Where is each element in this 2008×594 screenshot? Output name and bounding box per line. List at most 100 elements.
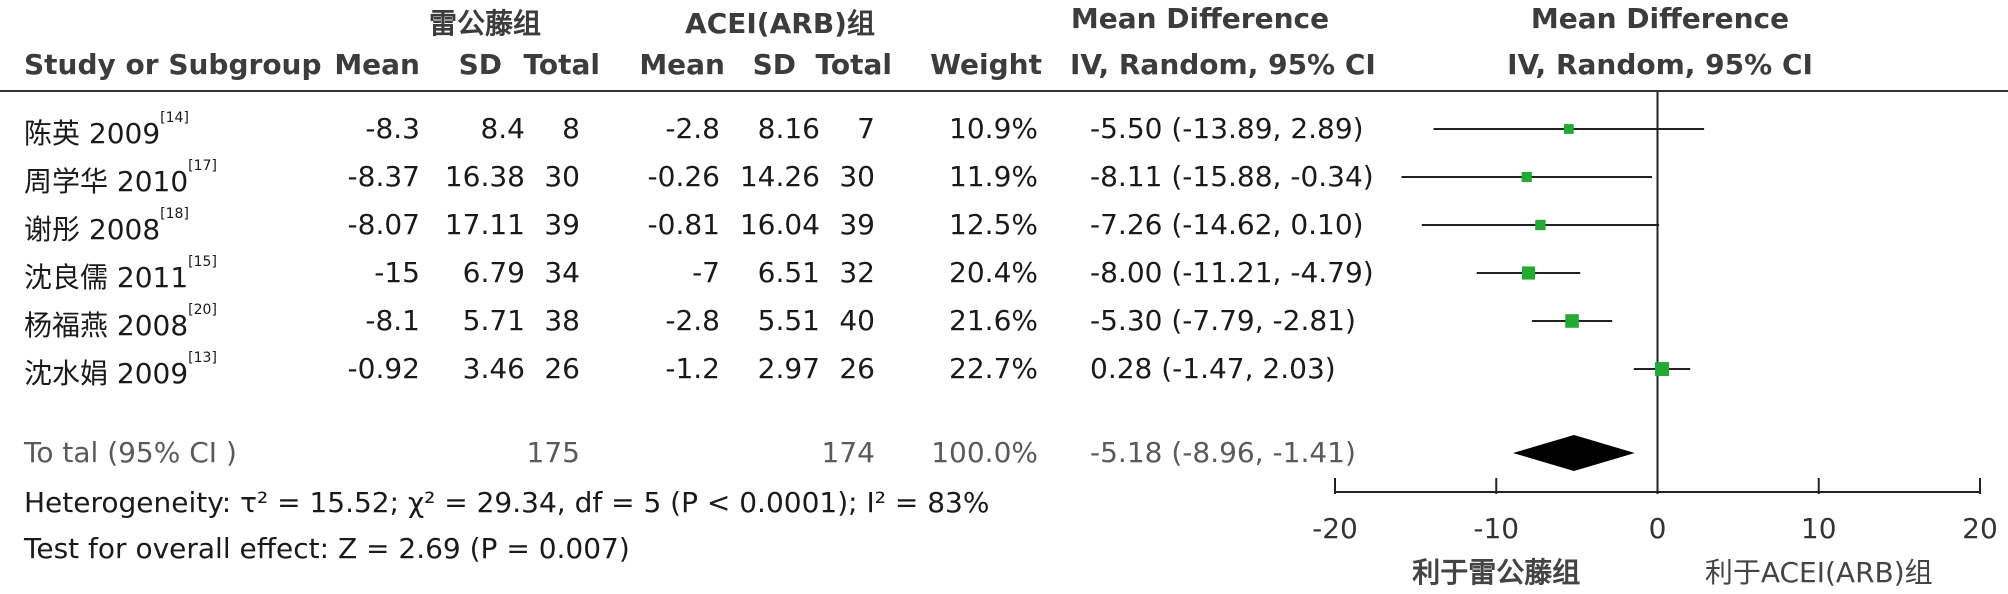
- study-name: 沈良儒 2011[15]: [24, 254, 217, 296]
- x-tick-label: 10: [1801, 512, 1837, 545]
- study-mean2: -0.26: [647, 160, 720, 193]
- weight-col-header: Weight: [930, 48, 1042, 81]
- plot-header-title: Mean Difference: [1530, 2, 1790, 35]
- favours-right-label: 利于ACEI(ARB)组: [1705, 556, 1933, 589]
- study-total2: 7: [857, 112, 875, 145]
- study-reference: [15]: [188, 254, 217, 270]
- study-name: 杨福燕 2008[20]: [24, 302, 217, 344]
- study-mean1: -8.1: [365, 304, 420, 337]
- study-reference: [20]: [188, 302, 217, 318]
- study-ci-text: -5.50 (-13.89, 2.89): [1090, 112, 1364, 145]
- study-reference: [14]: [160, 110, 189, 126]
- study-sd1: 17.11: [444, 208, 525, 241]
- header-rule: [0, 90, 2008, 92]
- total-weight: 100.0%: [931, 436, 1038, 469]
- study-mean1: -8.3: [365, 112, 420, 145]
- effect-marker: [1521, 266, 1536, 280]
- overall-effect-text: Test for overall effect: Z = 2.69 (P = 0…: [24, 532, 630, 565]
- study-sd1: 16.38: [444, 160, 525, 193]
- pooled-diamond: [1513, 435, 1635, 471]
- study-total1: 39: [544, 208, 580, 241]
- sd1-col-header: SD: [458, 48, 502, 81]
- study-mean2: -2.8: [665, 304, 720, 337]
- study-sd2: 8.16: [757, 112, 820, 145]
- md-header-title: Mean Difference: [1070, 2, 1330, 35]
- study-weight: 20.4%: [949, 256, 1038, 289]
- study-reference: [17]: [188, 158, 217, 174]
- study-mean1: -8.37: [347, 160, 420, 193]
- study-weight: 12.5%: [949, 208, 1038, 241]
- study-weight: 11.9%: [949, 160, 1038, 193]
- study-ci-text: -7.26 (-14.62, 0.10): [1090, 208, 1364, 241]
- mean1-col-header: Mean: [334, 48, 420, 81]
- study-total1: 34: [544, 256, 580, 289]
- study-name-text: 谢彤 2008: [24, 213, 161, 246]
- effect-marker: [1521, 171, 1532, 183]
- study-sd2: 14.26: [739, 160, 820, 193]
- study-name: 谢彤 2008[18]: [24, 206, 189, 248]
- study-total2: 32: [839, 256, 875, 289]
- study-sd1: 5.71: [462, 304, 525, 337]
- study-ci-text: -5.30 (-7.79, -2.81): [1090, 304, 1356, 337]
- study-total1: 30: [544, 160, 580, 193]
- study-weight: 21.6%: [949, 304, 1038, 337]
- sd2-col-header: SD: [752, 48, 796, 81]
- study-mean2: -1.2: [665, 352, 720, 385]
- x-tick-label: 0: [1649, 512, 1667, 545]
- study-name-text: 沈良儒 2011: [24, 261, 189, 294]
- study-total1: 38: [544, 304, 580, 337]
- total1-col-header: Total: [523, 48, 601, 81]
- study-sd2: 5.51: [757, 304, 820, 337]
- study-weight: 22.7%: [949, 352, 1038, 385]
- study-sd1: 3.46: [462, 352, 525, 385]
- study-mean2: -0.81: [647, 208, 720, 241]
- study-name-text: 杨福燕 2008: [24, 309, 189, 342]
- plot-col-header: IV, Random, 95% CI: [1507, 48, 1813, 81]
- effect-marker: [1655, 362, 1669, 376]
- x-tick-label: 20: [1962, 512, 1998, 545]
- study-ci-text: 0.28 (-1.47, 2.03): [1090, 352, 1336, 385]
- study-name: 周学华 2010[17]: [24, 158, 217, 200]
- study-reference: [13]: [188, 350, 217, 366]
- study-sd2: 2.97: [757, 352, 820, 385]
- study-total2: 39: [839, 208, 875, 241]
- effect-marker: [1563, 124, 1574, 134]
- study-mean1: -15: [374, 256, 420, 289]
- x-tick-label: -20: [1312, 512, 1358, 545]
- study-name-text: 沈水娟 2009: [24, 357, 189, 390]
- group2-header: ACEI(ARB)组: [685, 7, 875, 40]
- favours-left-label: 利于雷公藤组: [1412, 556, 1580, 589]
- study-name-text: 周学华 2010: [24, 165, 189, 198]
- study-total2: 30: [839, 160, 875, 193]
- study-ci-text: -8.11 (-15.88, -0.34): [1090, 160, 1374, 193]
- mean2-col-header: Mean: [639, 48, 725, 81]
- study-mean2: -2.8: [665, 112, 720, 145]
- study-sd2: 6.51: [757, 256, 820, 289]
- study-sd1: 6.79: [462, 256, 525, 289]
- study-sd1: 8.4: [480, 112, 525, 145]
- study-mean1: -0.92: [347, 352, 420, 385]
- total-label: To tal (95% CI ): [24, 436, 237, 469]
- study-total1: 26: [544, 352, 580, 385]
- total-n2: 174: [821, 436, 875, 469]
- study-mean1: -8.07: [347, 208, 420, 241]
- total2-col-header: Total: [815, 48, 893, 81]
- study-reference: [18]: [160, 206, 189, 222]
- study-total2: 26: [839, 352, 875, 385]
- study-col-header: Study or Subgroup: [24, 48, 322, 81]
- study-ci-text: -8.00 (-11.21, -4.79): [1090, 256, 1374, 289]
- group1-header: 雷公藤组: [428, 7, 541, 40]
- x-tick-label: -10: [1473, 512, 1519, 545]
- study-total2: 40: [839, 304, 875, 337]
- study-total1: 8: [562, 112, 580, 145]
- study-name: 陈英 2009[14]: [24, 110, 189, 152]
- study-name-text: 陈英 2009: [24, 117, 161, 150]
- effect-marker: [1535, 219, 1546, 231]
- total-n1: 175: [526, 436, 580, 469]
- study-weight: 10.9%: [949, 112, 1038, 145]
- study-name: 沈水娟 2009[13]: [24, 350, 217, 392]
- study-sd2: 16.04: [739, 208, 820, 241]
- study-mean2: -7: [692, 256, 720, 289]
- heterogeneity-text: Heterogeneity: τ² = 15.52; χ² = 29.34, d…: [24, 486, 990, 519]
